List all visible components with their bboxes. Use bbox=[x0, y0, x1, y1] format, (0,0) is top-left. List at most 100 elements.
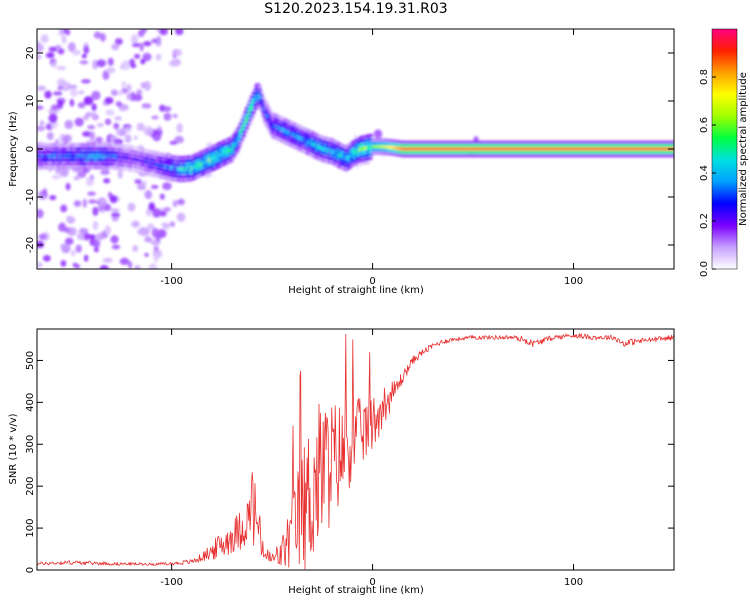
spectrogram-ridge-cell bbox=[301, 130, 304, 134]
spectrogram-ridge-cell bbox=[196, 167, 200, 171]
spectrogram-ridge-cell bbox=[246, 122, 249, 126]
spectrogram-ridge-cell bbox=[116, 166, 119, 170]
spectrogram-ridge-cell bbox=[53, 147, 57, 151]
spectrogram-ridge-cell bbox=[566, 150, 569, 154]
spectrogram-ridge-cell bbox=[349, 157, 352, 161]
spectrogram-ridge-cell bbox=[426, 150, 430, 154]
spectrogram-ridge-cell bbox=[310, 130, 314, 134]
spectrogram-ridge-cell bbox=[376, 148, 380, 152]
spectrogram-ridge-cell bbox=[217, 157, 221, 161]
spectrogram-ridge-cell bbox=[363, 150, 367, 154]
spectrogram-ridge-cell bbox=[479, 147, 483, 151]
spectrogram-ridge-cell bbox=[622, 147, 626, 151]
spectrogram-noise-cell bbox=[83, 96, 94, 106]
spectrogram-ridge-cell bbox=[209, 157, 213, 161]
spectrogram-noise-cell bbox=[44, 90, 52, 99]
spectrogram-ridge-cell bbox=[55, 166, 58, 170]
spectrogram-ridge-cell bbox=[654, 150, 658, 154]
spectrogram-ridge-cell bbox=[264, 99, 267, 103]
spectrogram-ridge-cell bbox=[296, 143, 299, 147]
spectrogram-ridge-cell bbox=[632, 147, 635, 151]
spectrogram-ridge-cell bbox=[117, 167, 121, 171]
spectrogram-ridge-cell bbox=[198, 155, 201, 159]
spectrogram-ridge-cell bbox=[298, 140, 301, 144]
spectrogram-ridge-cell bbox=[108, 166, 111, 170]
spectrogram-ridge-cell bbox=[171, 170, 174, 174]
spectrogram-ridge-cell bbox=[177, 163, 180, 167]
spectrogram-noise-cell bbox=[85, 176, 94, 187]
spectrogram-ridge-cell bbox=[111, 143, 114, 147]
spectrogram-ridge-cell bbox=[69, 143, 73, 147]
spectrogram-ridge-cell bbox=[521, 140, 524, 144]
spectrogram-ridge-cell bbox=[347, 147, 351, 151]
spectrogram-ridge-cell bbox=[251, 114, 254, 118]
spectrogram-ridge-cell bbox=[60, 162, 63, 166]
spectrogram-ridge-cell bbox=[256, 106, 259, 110]
spectrogram-ridge-cell bbox=[124, 144, 127, 148]
spectrogram-noise-cell bbox=[72, 262, 78, 268]
spectrogram-ridge-cell bbox=[177, 155, 180, 159]
spectrogram-ridge-cell bbox=[47, 166, 50, 170]
spectrogram-ridge-cell bbox=[312, 135, 315, 139]
spectrogram-ridge-cell bbox=[457, 154, 460, 158]
spectrogram-ridge-cell bbox=[468, 154, 471, 158]
spectrogram-ridge-cell bbox=[190, 155, 193, 159]
spectrogram-ridge-cell bbox=[119, 144, 122, 148]
spectrogram-ridge-cell bbox=[431, 154, 434, 158]
spectrogram-ridge-cell bbox=[182, 159, 185, 163]
spectrogram-ridge-cell bbox=[344, 152, 348, 156]
spectrogram-ridge-cell bbox=[359, 147, 362, 151]
spectrogram-ridge-cell bbox=[278, 130, 282, 134]
spectrogram-ridge-cell bbox=[360, 158, 364, 162]
spectrogram-ridge-cell bbox=[550, 140, 553, 144]
spectrogram-ridge-cell bbox=[76, 162, 79, 166]
spectrogram-ridge-cell bbox=[44, 147, 47, 151]
spectrogram-ridge-cell bbox=[148, 157, 151, 161]
spectrogram-ridge-cell bbox=[225, 157, 229, 161]
spectrogram-noise-cell bbox=[174, 135, 184, 144]
spectrogram-ridge-cell bbox=[532, 140, 536, 144]
spectrogram-ridge-cell bbox=[179, 175, 182, 179]
spectrogram-ridge-cell bbox=[278, 134, 282, 138]
spectrogram-ridge-cell bbox=[206, 151, 209, 155]
spectrogram-ridge-cell bbox=[413, 147, 417, 151]
spectrogram-ridge-cell bbox=[669, 140, 672, 144]
spectrogram-ridge-cell bbox=[61, 143, 65, 147]
spectrogram-ridge-cell bbox=[336, 160, 340, 164]
spectrogram-ridge-cell bbox=[294, 142, 298, 146]
spectrogram-ridge-cell bbox=[270, 122, 274, 126]
spectrogram-noise-cell bbox=[155, 53, 162, 61]
spectrogram-ridge-cell bbox=[457, 150, 460, 154]
spectrogram-ridge-cell bbox=[203, 156, 206, 160]
spectrogram-ridge-cell bbox=[380, 145, 383, 149]
spectrogram-ridge-cell bbox=[138, 147, 142, 151]
spectrogram-ridge-cell bbox=[134, 154, 137, 158]
spectrogram-ridge-cell bbox=[463, 154, 467, 158]
spectrogram-ridge-cell bbox=[593, 144, 597, 148]
spectrogram-ridge-cell bbox=[217, 142, 221, 146]
spectrogram-ridge-cell bbox=[622, 150, 626, 154]
spectrogram-ridge-cell bbox=[209, 169, 213, 173]
spectrogram-noise-cell bbox=[111, 244, 121, 250]
spectrogram-ridge-cell bbox=[325, 159, 328, 163]
spectrogram-ridge-cell bbox=[127, 145, 131, 149]
spectrogram-ridge-cell bbox=[254, 107, 258, 111]
spectrogram-ridge-cell bbox=[659, 147, 663, 151]
spectrogram-ridge-cell bbox=[238, 126, 241, 130]
spectrogram-ridge-cell bbox=[412, 150, 415, 154]
spectrogram-noise-cell bbox=[155, 234, 161, 242]
spectrogram-ridge-cell bbox=[458, 147, 462, 151]
spectrogram-noise-cell bbox=[83, 46, 90, 54]
spectrogram-ridge-cell bbox=[69, 158, 73, 162]
spectrogram-ridge-cell bbox=[389, 152, 393, 156]
spectrogram-ridge-cell bbox=[79, 158, 82, 162]
spectrogram-ridge-cell bbox=[344, 145, 348, 149]
spectrogram-ridge-cell bbox=[408, 140, 412, 144]
spectrogram-ridge-cell bbox=[453, 147, 457, 151]
spectrogram-ridge-cell bbox=[50, 150, 53, 154]
spectrogram-ridge-cell bbox=[473, 140, 476, 144]
spectrogram-ridge-cell bbox=[630, 154, 634, 158]
spectrogram-ridge-cell bbox=[42, 150, 45, 154]
spectrogram-noise-cell bbox=[70, 249, 76, 257]
spectrogram-ridge-cell bbox=[116, 147, 119, 151]
